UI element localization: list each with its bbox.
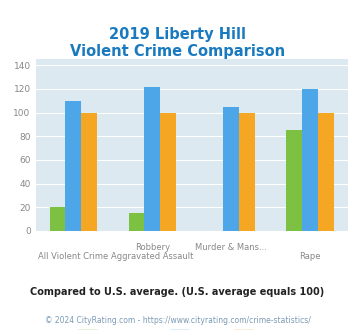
Text: Rape: Rape xyxy=(299,252,321,261)
Bar xyxy=(144,86,160,231)
Text: Aggravated Assault: Aggravated Assault xyxy=(111,252,193,261)
Legend: Liberty Hill, Texas, National: Liberty Hill, Texas, National xyxy=(74,325,309,330)
Text: © 2024 CityRating.com - https://www.cityrating.com/crime-statistics/: © 2024 CityRating.com - https://www.city… xyxy=(45,316,310,325)
Bar xyxy=(160,113,176,231)
Text: Robbery: Robbery xyxy=(135,243,170,252)
Text: Compared to U.S. average. (U.S. average equals 100): Compared to U.S. average. (U.S. average … xyxy=(31,287,324,297)
Bar xyxy=(50,207,65,231)
Text: 2019 Liberty Hill: 2019 Liberty Hill xyxy=(109,27,246,42)
Bar xyxy=(129,213,144,231)
Bar xyxy=(223,107,239,231)
Text: All Violent Crime: All Violent Crime xyxy=(38,252,109,261)
Bar xyxy=(302,89,318,231)
Bar xyxy=(318,113,334,231)
Bar xyxy=(286,130,302,231)
Bar xyxy=(239,113,255,231)
Text: Violent Crime Comparison: Violent Crime Comparison xyxy=(70,44,285,59)
Bar xyxy=(65,101,81,231)
Bar xyxy=(81,113,97,231)
Text: Murder & Mans...: Murder & Mans... xyxy=(195,243,267,252)
